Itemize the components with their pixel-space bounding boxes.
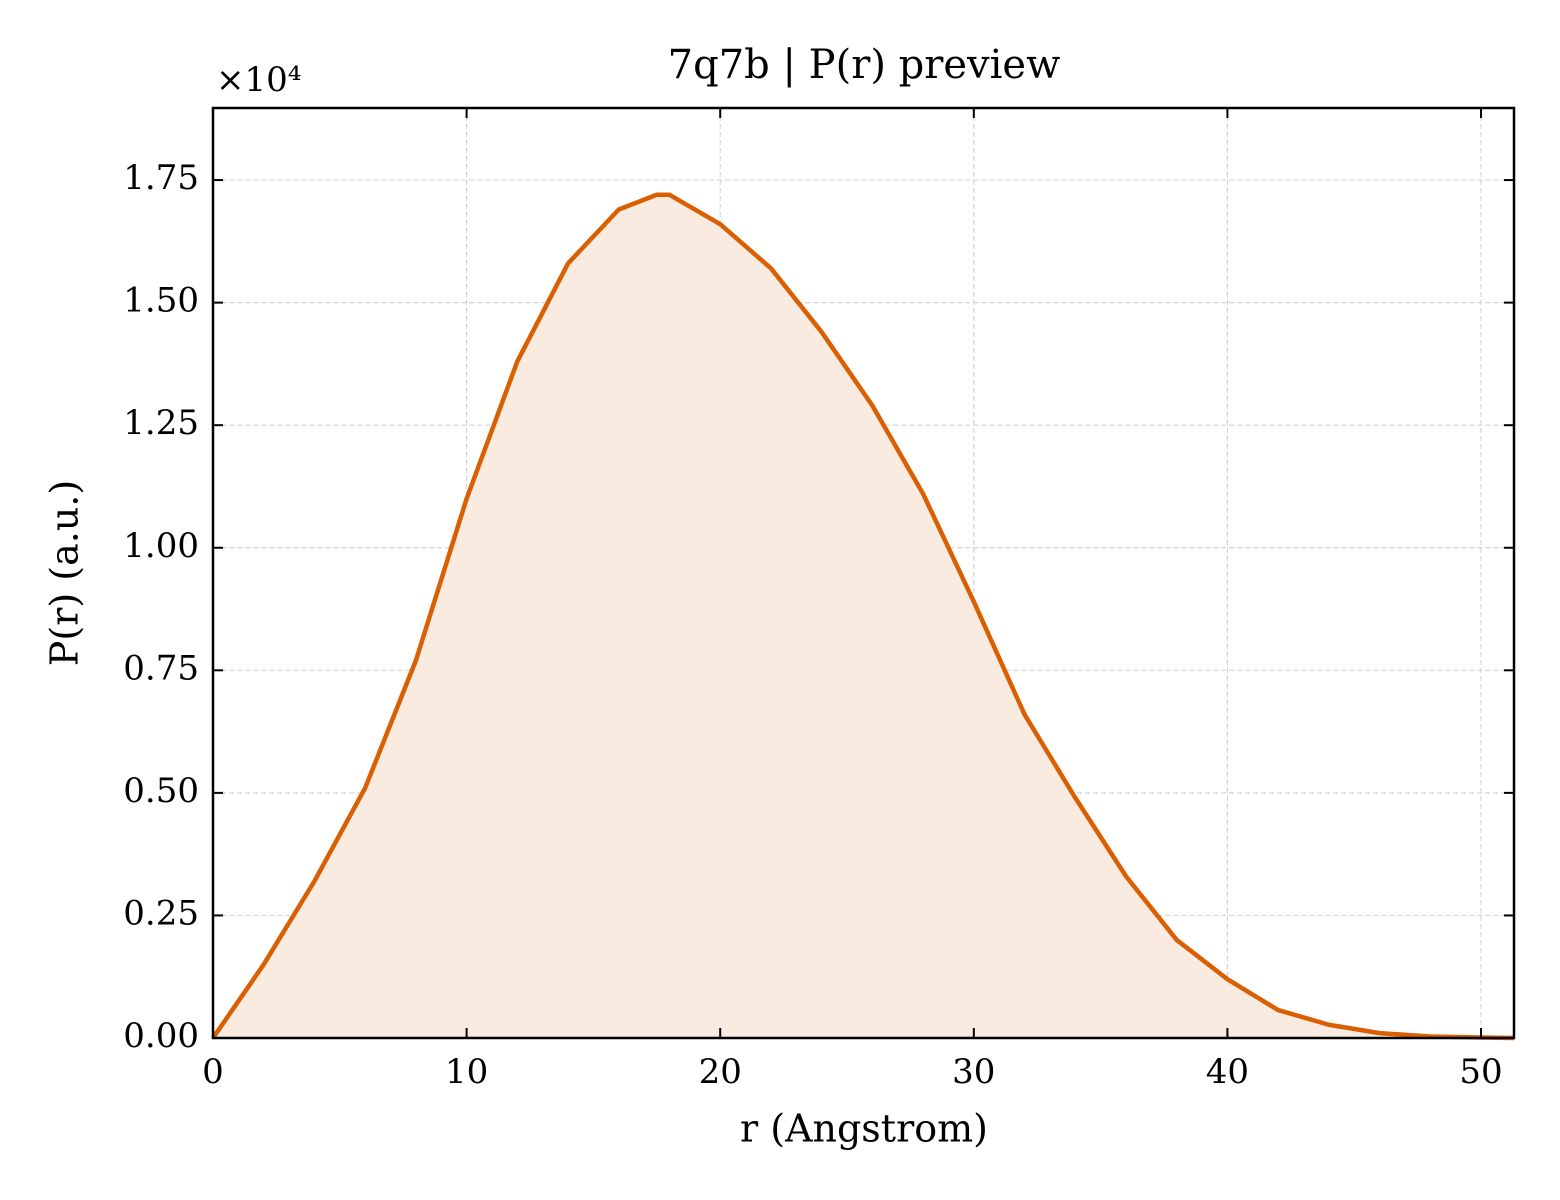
plot-frame [211, 106, 1516, 1040]
line [211, 192, 1515, 1041]
x-tick-label: 10 [445, 1052, 488, 1092]
y-tick-label: 0.25 [123, 893, 199, 933]
y-tick-label: 1.00 [123, 526, 199, 566]
x-tick-label: 40 [1206, 1052, 1249, 1092]
y-tick-label: 0.50 [123, 771, 199, 811]
x-axis-label: r (Angstrom) [740, 1107, 988, 1151]
area-fill [213, 194, 1514, 1038]
x-tick-label: 20 [699, 1052, 742, 1092]
y-axis-label: P(r) (a.u.) [43, 480, 87, 666]
y-tick-label: 0.75 [123, 648, 199, 688]
x-tick-label: 50 [1459, 1052, 1502, 1092]
y-tick-label: 1.50 [123, 281, 199, 321]
y-tick-label: 0.00 [123, 1016, 199, 1056]
y-tick-label: 1.25 [123, 403, 199, 443]
y-offset-text: ×10⁴ [216, 60, 301, 100]
x-tick-label: 0 [202, 1052, 224, 1092]
chart-title: 7q7b | P(r) preview [668, 42, 1061, 88]
x-tick-label: 30 [952, 1052, 995, 1092]
y-tick-label: 1.75 [123, 158, 199, 198]
